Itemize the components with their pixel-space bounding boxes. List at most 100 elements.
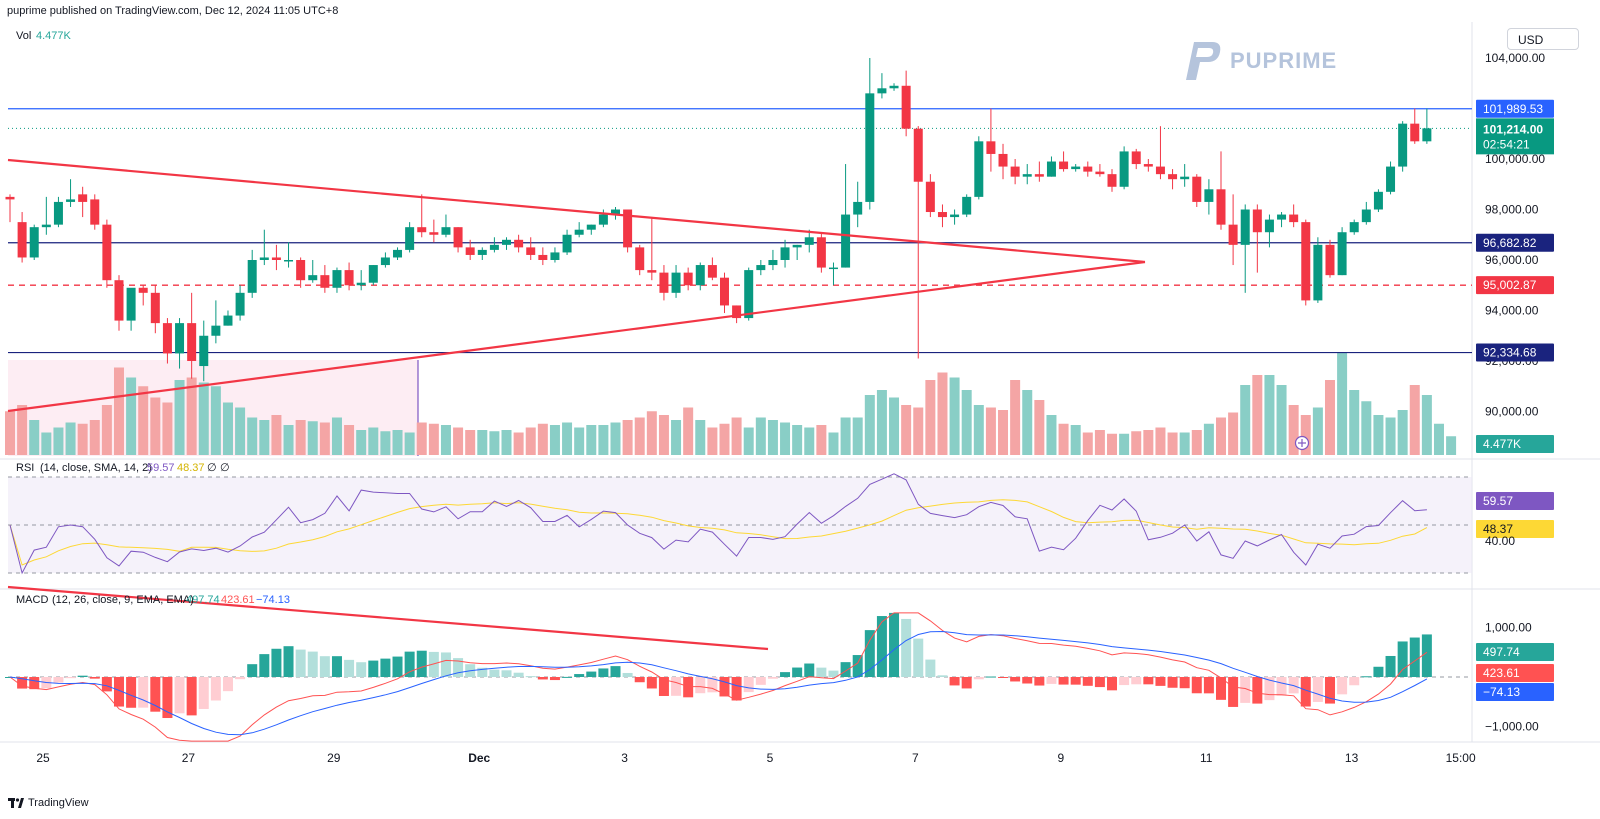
macd-histogram-bar (925, 659, 936, 677)
macd-histogram-bar (1034, 677, 1045, 686)
candle-body (1046, 161, 1056, 177)
volume-bar (1022, 390, 1033, 455)
macd-histogram-bar (356, 662, 367, 677)
volume-bar (416, 422, 427, 455)
candle-body (1410, 123, 1420, 142)
time-tick-label: 25 (36, 751, 50, 765)
volume-bar (186, 377, 197, 455)
volume-bar (1143, 430, 1154, 455)
rsi-badge: 59.57 (1483, 494, 1513, 508)
volume-bar (5, 411, 15, 455)
puprime-logo-icon (1186, 42, 1221, 80)
macd-histogram-bar (501, 670, 512, 677)
volume-bar (453, 427, 464, 455)
candle-body (877, 88, 887, 94)
candle-body (90, 199, 100, 225)
candle-body (1143, 164, 1153, 167)
candle-body (1180, 176, 1190, 180)
volume-bar (852, 417, 863, 455)
volume-bar (319, 422, 330, 455)
macd-histogram-bar (113, 677, 124, 707)
candle-body (1022, 174, 1032, 177)
macd-histogram-bar (1216, 677, 1226, 700)
time-tick-label: 13 (1345, 751, 1359, 765)
volume-bar (792, 425, 803, 455)
price-tick-label: 94,000.00 (1485, 304, 1539, 318)
macd-signal-legend: 423.61 (221, 594, 255, 606)
candle-body (5, 196, 15, 200)
volume-bar (222, 402, 233, 455)
candle-body (1107, 174, 1117, 187)
volume-bar (937, 372, 948, 455)
macd-histogram-bar (792, 667, 803, 677)
volume-bar (562, 422, 573, 455)
volume-bar (29, 420, 40, 455)
volume-bar (1361, 401, 1372, 455)
candle-body (417, 227, 427, 233)
volume-bar (1010, 380, 1021, 455)
macd-histogram-bar (1337, 677, 1348, 695)
rsi-sma-legend: 48.37 (177, 462, 205, 474)
time-tick-label: 3 (621, 751, 628, 765)
macd-histogram-bar (719, 677, 730, 697)
candle-body (744, 270, 754, 319)
volume-bar (1191, 430, 1202, 455)
tradingview-footer[interactable]: TradingView (8, 797, 89, 809)
macd-histogram-bar (1240, 677, 1251, 703)
volume-bar (586, 425, 597, 455)
candle-body (126, 287, 136, 321)
macd-histogram-bar (1010, 677, 1021, 682)
level-badge: 96,682.82 (1483, 236, 1537, 250)
macd-histogram-bar (1228, 677, 1239, 707)
volume-bar (840, 417, 851, 455)
candle-body (719, 277, 729, 306)
candle-body (962, 196, 972, 215)
current-price-badge-bg (1476, 118, 1554, 155)
macd-histogram-bar (1385, 655, 1396, 677)
time-axis[interactable]: 25 27 29 Dec 3 5 7 9 11 13 15:00 (36, 751, 1476, 765)
volume-bar (126, 377, 137, 455)
current-price-badge: 101,214.00 (1483, 122, 1543, 136)
volume-bar (465, 430, 476, 455)
candle-body (114, 280, 124, 321)
candle-body (1313, 244, 1323, 301)
candle-body (1386, 166, 1396, 192)
currency-selector[interactable]: USD (1507, 28, 1579, 50)
volume-bar (1082, 432, 1093, 455)
candle-body (816, 237, 826, 268)
volume-bar (41, 432, 52, 455)
level-badge-bg (1476, 343, 1554, 362)
candle-body (804, 237, 814, 245)
macd-histogram-bar (513, 672, 524, 677)
rsi-title: RSI (16, 462, 34, 474)
rsi-value-legend: 59.57 (147, 462, 175, 474)
rsi-params: (14, close, SMA, 14, 2) (40, 462, 152, 474)
macd-hist-badge-bg (1476, 683, 1554, 701)
volume-bar (876, 390, 887, 455)
candle-body (271, 257, 281, 260)
macd-histogram-bar (998, 677, 1009, 678)
candle-body (695, 265, 705, 286)
volume-bar (489, 431, 500, 455)
macd-histogram-bar (150, 677, 161, 712)
volume-bar (610, 422, 621, 455)
volume-bar (1094, 430, 1105, 455)
macd-histogram-bar (1131, 677, 1142, 685)
macd-histogram-bar (586, 671, 597, 677)
macd-histogram-bar (17, 677, 28, 689)
candle-body (1192, 176, 1202, 202)
candle-body (78, 194, 88, 202)
volume-bar (368, 427, 379, 455)
volume-bar (925, 380, 936, 455)
volume-bar (598, 425, 609, 455)
candle-body (1337, 232, 1347, 276)
trendline-drawings[interactable] (7, 158, 1146, 413)
macd-histogram-bar (489, 669, 500, 677)
macd-histogram-bar (453, 658, 464, 677)
macd-signal-badge: 423.61 (1483, 666, 1520, 680)
candle-body (1010, 166, 1020, 177)
price-axis[interactable]: 104,000.00 100,000.00 98,000.00 96,000.00 94… (1294, 51, 1555, 733)
macd-histogram-bar (1094, 677, 1105, 688)
macd-histogram-bar (1324, 677, 1335, 704)
